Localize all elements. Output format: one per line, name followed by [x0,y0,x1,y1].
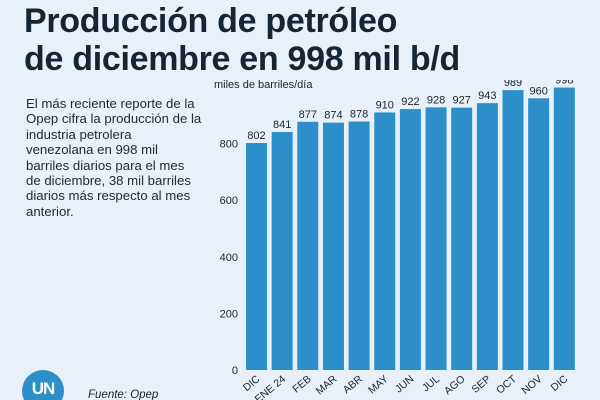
bar [322,122,344,370]
x-tick-label: NOV [519,373,544,397]
y-tick-label: 600 [220,195,238,207]
title-line-1: Producción de petróleo [24,2,398,40]
bar [271,131,293,370]
bar [528,98,550,370]
data-label: 878 [350,109,368,121]
bar [246,143,267,370]
y-tick-label: 0 [232,365,238,377]
description-text: El más reciente reporte de la Opep cifra… [26,96,202,219]
data-label: 874 [324,110,342,122]
data-label: 802 [247,130,265,142]
x-tick-label: JUN [393,373,416,395]
logo-text: UN [31,379,56,398]
bar [502,90,524,370]
data-label: 928 [427,94,445,106]
y-axis-label: miles de barriles/día [214,79,313,91]
x-tick-label: OCT [494,373,519,397]
logo: UN [22,370,64,400]
y-tick-label: 200 [220,308,238,320]
x-tick-label: FEB [290,373,313,395]
data-label: 998 [555,80,573,87]
page-title: Producción de petróleo de diciembre en 9… [24,2,584,78]
data-label: 922 [401,96,419,108]
source-note: Fuente: Opep [88,389,159,400]
data-label: 989 [504,80,522,89]
data-label: 960 [529,85,547,97]
bar [553,87,575,370]
title-line-2: de diciembre en 998 mil b/d [24,40,460,78]
bar [399,109,421,370]
bar [451,107,473,370]
x-tick-label: MAY [366,373,391,396]
data-label: 841 [273,119,291,131]
data-label: 910 [376,99,394,111]
data-label: 943 [478,90,496,102]
y-tick-label: 400 [220,252,238,264]
x-tick-label: DIC [549,373,571,394]
x-tick-label: JUL [420,373,442,394]
bar [297,121,319,371]
y-tick-label: 800 [220,139,238,151]
bar [348,121,370,370]
x-tick-label: AGO [442,373,468,397]
x-tick-label: SEP [469,373,493,396]
x-tick-label: ABR [341,373,366,396]
data-label: 877 [299,109,317,121]
bar [476,103,498,371]
x-tick-label: MAR [314,373,340,397]
bar [425,107,447,370]
bar [374,112,396,370]
data-label: 927 [453,95,471,107]
